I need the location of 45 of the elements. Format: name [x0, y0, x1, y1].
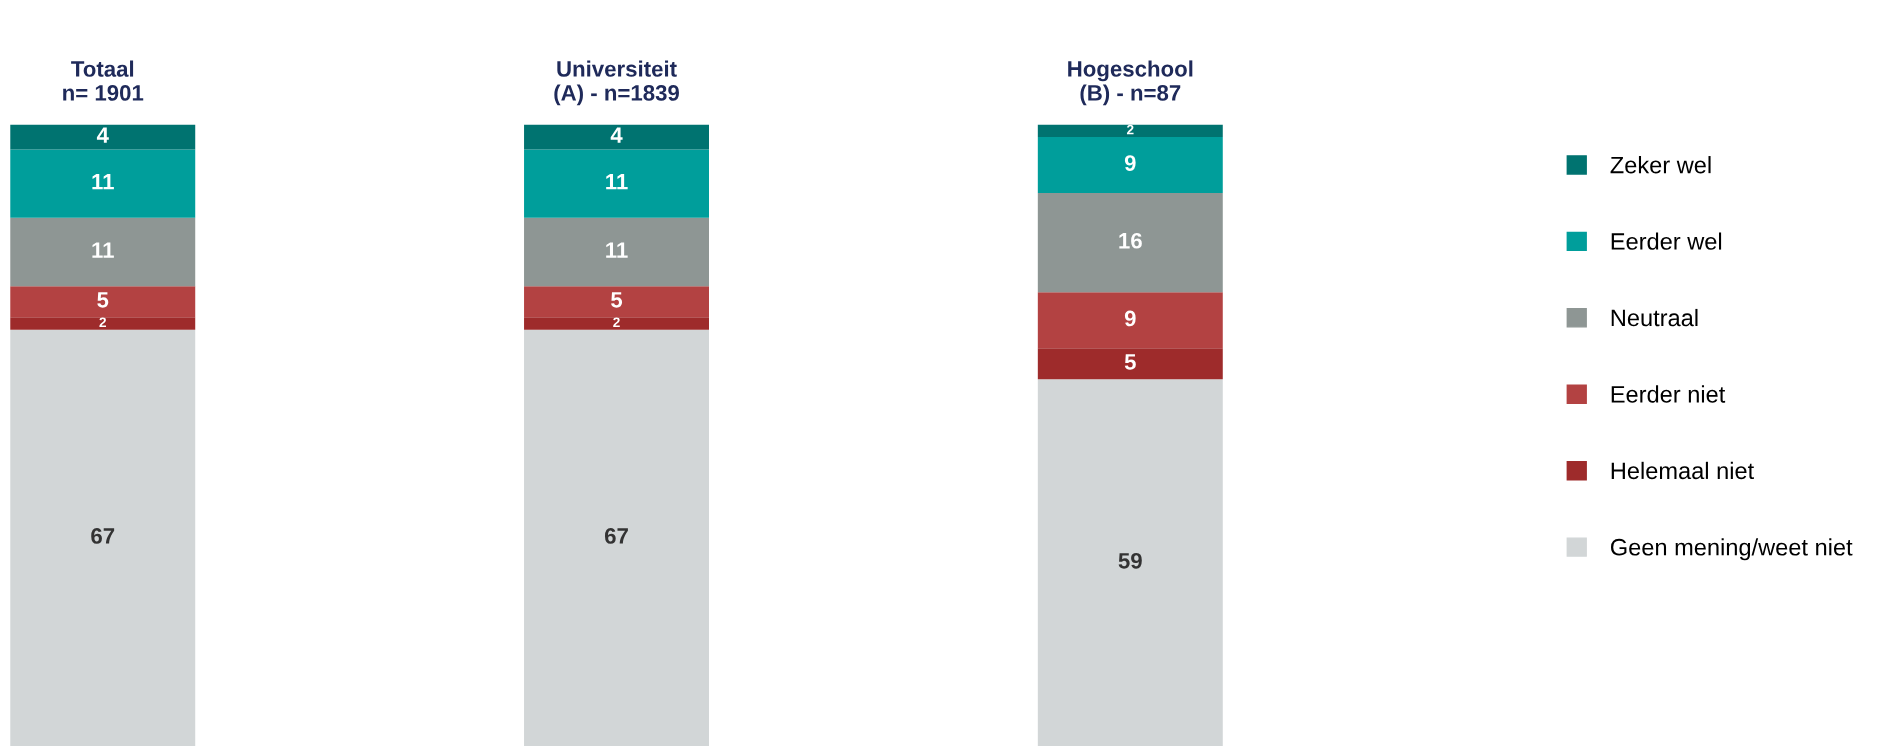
bar [524, 217, 709, 287]
legend-label: Eerder niet [1611, 385, 1726, 403]
data-label: 16 [1119, 232, 1142, 249]
bar [1037, 124, 1223, 138]
data-label: 2 [613, 317, 620, 327]
x-tick-label: Totaal n= 1901 [63, 60, 144, 101]
data-label: 11 [92, 174, 114, 190]
data-label: 5 [97, 292, 109, 308]
bar [1037, 292, 1223, 349]
bar [1037, 137, 1223, 193]
data-label: 2 [99, 317, 107, 327]
bar [524, 149, 709, 218]
legend-label: Helemaal niet [1611, 461, 1754, 480]
data-label: 67 [91, 528, 115, 544]
bar [1037, 192, 1223, 293]
data-label: 67 [604, 528, 628, 544]
bar [10, 286, 196, 318]
data-label: 4 [610, 127, 623, 143]
legend-label: Neutraal [1611, 308, 1698, 327]
bar [524, 317, 709, 330]
bar [10, 149, 196, 218]
bar [524, 286, 709, 318]
data-label: 9 [1124, 310, 1136, 327]
bar [1037, 348, 1223, 380]
legend-label: Eerder wel [1611, 232, 1722, 250]
bar [10, 317, 196, 330]
legend-label: Zeker wel [1610, 156, 1711, 174]
data-label: 5 [611, 292, 623, 308]
bar [10, 217, 196, 287]
data-label: 4 [96, 127, 109, 143]
bar [1037, 379, 1223, 746]
x-tick-label: Hogeschool (B) - n=87 [1068, 60, 1193, 106]
bar [10, 329, 196, 746]
data-label: 11 [606, 174, 628, 190]
legend-label: Geen mening/weet niet [1610, 538, 1853, 561]
data-label: 11 [606, 242, 628, 258]
data-label: 9 [1124, 155, 1136, 171]
data-label: 5 [1124, 354, 1136, 370]
data-label: 59 [1118, 552, 1142, 569]
bar [10, 124, 196, 150]
data-label: 11 [92, 242, 114, 258]
bar [524, 329, 709, 746]
data-label: 2 [1126, 124, 1134, 135]
bar [524, 124, 709, 150]
x-tick-label: Universiteit (A) - n=1839 [554, 60, 679, 106]
